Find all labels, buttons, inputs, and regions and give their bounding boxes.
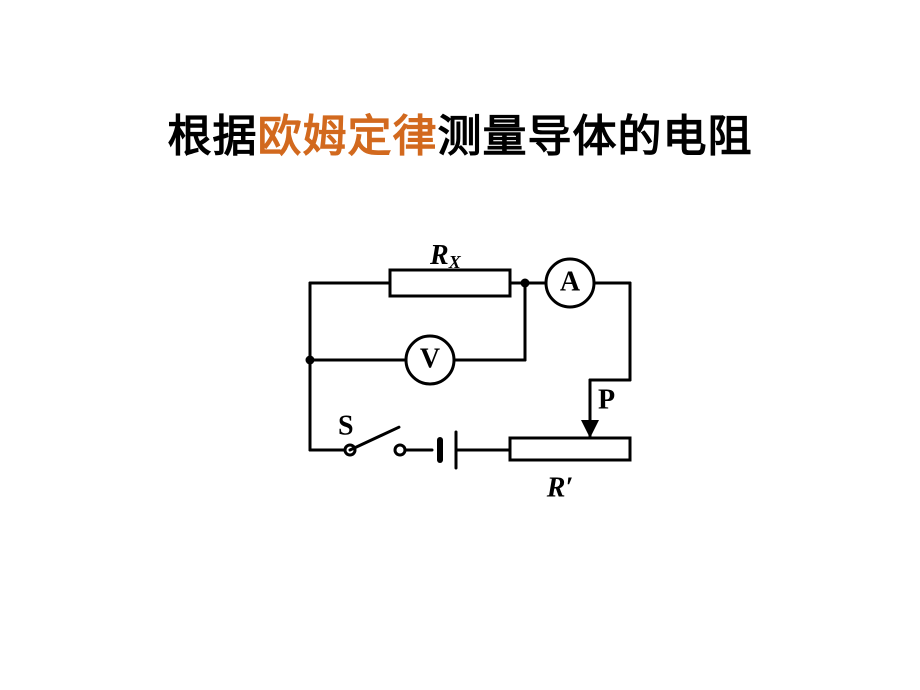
svg-text:P: P xyxy=(598,384,615,415)
svg-text:R′: R′ xyxy=(546,472,574,503)
title-highlight: 欧姆定律 xyxy=(258,112,438,161)
svg-text:S: S xyxy=(338,410,354,441)
title-part1: 根据 xyxy=(168,112,258,161)
svg-text:V: V xyxy=(420,343,440,374)
page-title: 根据欧姆定律测量导体的电阻 xyxy=(0,100,920,164)
svg-text:A: A xyxy=(560,266,581,297)
title-part2: 测量导体的电阻 xyxy=(438,112,753,161)
svg-text:RX: RX xyxy=(429,240,462,272)
circuit-diagram: RX A V S P R′ xyxy=(280,230,660,535)
circuit-svg: RX A V S P R′ xyxy=(280,230,660,530)
